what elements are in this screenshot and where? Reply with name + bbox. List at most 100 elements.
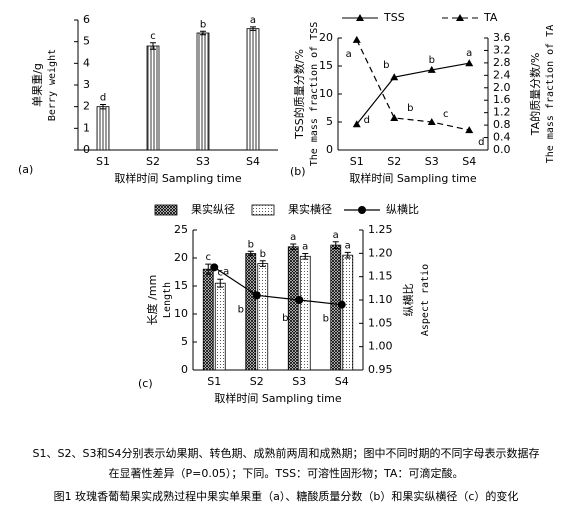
y-tick-label: 1.6 xyxy=(493,93,511,106)
y-tick-label: 25 xyxy=(174,223,188,236)
x-tick-label: S2 xyxy=(146,155,160,168)
y-tick-label: 1.20 xyxy=(368,246,393,259)
y-tick-label: 1.25 xyxy=(368,223,393,236)
y-tick-label: 0 xyxy=(326,143,333,156)
significance-letter: b xyxy=(248,239,254,250)
significance-letter: b xyxy=(260,249,266,260)
significance-letter: a xyxy=(302,242,308,253)
y-tick-label: 1.15 xyxy=(368,270,393,283)
x-tick-label: S4 xyxy=(246,155,260,168)
point xyxy=(337,300,346,309)
error-bar xyxy=(250,26,256,31)
significance-letter: c xyxy=(206,252,212,263)
y-tick-label: 0.4 xyxy=(493,131,511,144)
y-tick-label: 5 xyxy=(326,115,333,128)
y-tick-label: 2.4 xyxy=(493,68,511,81)
y-tick-label: 3 xyxy=(83,78,90,91)
error-bar xyxy=(247,250,254,257)
x-axis-label: 取样时间 Sampling time xyxy=(214,391,342,405)
significance-letter: a xyxy=(333,230,339,241)
bar xyxy=(287,246,299,371)
significance-letter: c xyxy=(150,31,156,42)
x-tick-label: S4 xyxy=(462,155,476,168)
x-tick-label: S1 xyxy=(350,155,364,168)
bar xyxy=(299,255,311,371)
significance-letter: b xyxy=(282,313,288,324)
significance-letter: a xyxy=(290,232,296,243)
y-tick-label: 0 xyxy=(181,363,188,376)
bar xyxy=(257,263,269,371)
y-tick-label: 6 xyxy=(83,13,90,26)
bar xyxy=(146,45,160,151)
legend-label: 果实纵径 xyxy=(191,202,235,216)
bar xyxy=(214,282,226,371)
legend-marker xyxy=(356,14,364,21)
y-axis-label: 单果重/g xyxy=(30,63,44,107)
y-tick-label: 15 xyxy=(319,59,333,72)
significance-letter: b xyxy=(429,55,435,66)
significance-letter: b xyxy=(238,304,244,315)
point xyxy=(465,59,474,67)
y-tick-label: 1 xyxy=(83,121,90,134)
x-tick-label: S3 xyxy=(425,155,439,168)
caption-note: 在显著性差异（P=0.05）；下同。TSS：可溶性固形物；TA：可滴定酸。 xyxy=(109,466,464,480)
error-bar xyxy=(332,241,339,249)
y-tick-label: 0.95 xyxy=(368,363,393,376)
legend-swatch xyxy=(251,204,275,216)
error-bar xyxy=(259,260,266,267)
y-axis-label: Length xyxy=(162,282,173,318)
y-axis-label: Berry weight xyxy=(47,49,58,121)
significance-letter: a xyxy=(223,266,229,277)
y-tick-label: 10 xyxy=(174,307,188,320)
significance-letter: d xyxy=(100,93,106,104)
x-tick-label: S1 xyxy=(207,375,221,388)
y-tick-label: 2.8 xyxy=(493,56,511,69)
y-tick-label: 2 xyxy=(83,100,90,113)
point xyxy=(465,126,474,134)
y-axis-label: The mass fraction of TA xyxy=(545,25,556,163)
error-bar xyxy=(150,42,156,50)
y-tick-label: 0.0 xyxy=(493,143,511,156)
point xyxy=(427,118,436,125)
legend-marker xyxy=(456,14,464,21)
y-tick-label: 4 xyxy=(83,56,90,69)
caption-title: 图1 玫瑰香葡萄果实成熟过程中果实单果重（a）、糖酸质量分数（b）和果实纵横径（… xyxy=(54,489,519,503)
x-axis-label: 取样时间 Sampling time xyxy=(349,171,477,185)
y-tick-label: 3.2 xyxy=(493,43,511,56)
legend-label: TA xyxy=(483,11,498,24)
bar xyxy=(246,28,260,151)
series-line xyxy=(356,62,470,125)
bar xyxy=(196,32,210,151)
y-tick-label: 10 xyxy=(319,87,333,100)
bar xyxy=(342,254,354,371)
point xyxy=(427,65,436,73)
y-axis-label: Aspect ratio xyxy=(420,264,431,336)
point xyxy=(295,296,304,304)
y-tick-label: 5 xyxy=(181,335,188,348)
y-tick-label: 0.8 xyxy=(493,118,511,131)
significance-letter: c xyxy=(218,267,224,278)
legend-label: 果实横径 xyxy=(288,202,332,216)
error-bar xyxy=(290,243,297,251)
error-bar xyxy=(217,278,224,288)
bar xyxy=(96,106,110,151)
y-axis-label: 长度 /mm xyxy=(145,275,159,326)
y-tick-label: 1.2 xyxy=(493,106,511,119)
y-tick-label: 2.0 xyxy=(493,81,511,94)
point xyxy=(390,113,399,121)
significance-letter: d xyxy=(478,137,484,148)
x-tick-label: S1 xyxy=(96,155,110,168)
point xyxy=(352,35,361,43)
bar xyxy=(245,253,257,371)
x-axis-label: 取样时间 Sampling time xyxy=(114,171,242,185)
significance-letter: b xyxy=(383,60,389,71)
y-axis-label: TSS的质量分数/% xyxy=(292,49,306,140)
significance-letter: b xyxy=(407,103,413,114)
y-tick-label: 20 xyxy=(174,251,188,264)
series-line xyxy=(356,39,470,131)
error-bar xyxy=(200,30,206,36)
point xyxy=(210,263,219,272)
x-tick-label: S2 xyxy=(387,155,401,168)
y-axis-label: 纵横比 xyxy=(401,284,415,317)
